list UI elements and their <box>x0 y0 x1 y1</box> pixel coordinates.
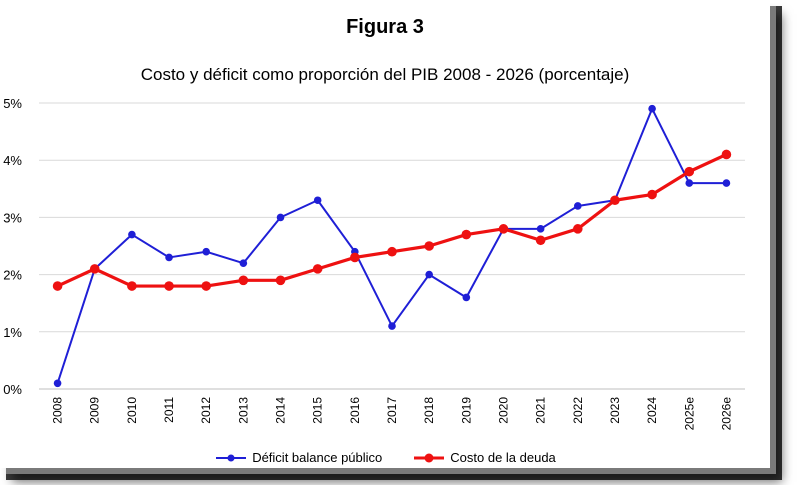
data-point <box>535 235 546 246</box>
line-chart: 0% 1% 2% 3% 4% 5% 2008 2009 2010 2011 2012 2013 2014… <box>3 96 745 431</box>
data-point <box>312 264 323 274</box>
frame-shadow-bottom <box>6 468 782 480</box>
x-tick-label: 2019 <box>459 397 473 424</box>
legend-label-deficit: Déficit balance público <box>252 450 383 465</box>
x-tick-label: 2022 <box>571 397 585 424</box>
x-tick-label: 2012 <box>199 397 213 424</box>
data-point <box>424 241 434 251</box>
data-point <box>462 293 471 302</box>
data-point <box>572 224 583 234</box>
data-point <box>276 213 285 222</box>
y-tick-label: 4% <box>3 153 22 168</box>
data-point <box>275 275 286 286</box>
x-tick-label: 2020 <box>496 397 510 424</box>
x-tick-label: 2016 <box>348 397 362 424</box>
data-point <box>313 196 322 205</box>
data-point <box>52 281 63 291</box>
data-point <box>239 259 248 267</box>
legend-item-deficit: Déficit balance público <box>214 450 382 465</box>
legend-item-costo: Costo de la deuda <box>412 450 556 465</box>
chart-title: Costo y déficit como proporción del PIB … <box>140 65 630 84</box>
x-tick-label: 2009 <box>88 397 102 424</box>
data-point <box>721 149 732 160</box>
x-tick-label: 2024 <box>645 397 659 424</box>
x-tick-label: 2008 <box>51 397 65 424</box>
x-tick-label: 2015 <box>311 397 325 424</box>
data-point <box>201 281 212 291</box>
y-tick-label: 1% <box>3 325 22 340</box>
x-tick-label: 2025e <box>682 397 696 431</box>
x-tick-label: 2017 <box>385 397 399 424</box>
data-point <box>388 322 396 330</box>
legend-swatch-costo <box>414 453 445 462</box>
data-point <box>461 229 472 240</box>
data-point <box>536 225 545 233</box>
data-point <box>425 270 433 279</box>
x-tick-label: 2011 <box>162 397 176 423</box>
x-tick-label: 2026e <box>719 397 733 431</box>
x-tick-label: 2023 <box>608 397 622 424</box>
legend-swatch-deficit <box>216 454 247 461</box>
data-point <box>685 179 694 187</box>
data-point <box>128 230 136 239</box>
y-tick-label: 2% <box>3 268 22 283</box>
y-tick-label: 3% <box>3 210 22 225</box>
legend: Déficit balance público Costo de la deud… <box>0 450 770 465</box>
figure-title: Figura 3 <box>346 16 424 38</box>
data-point <box>648 104 656 113</box>
x-tick-label: 2010 <box>125 397 139 424</box>
series-line <box>56 107 727 384</box>
x-tick-label: 2018 <box>422 397 436 424</box>
data-point <box>387 246 397 257</box>
data-point <box>165 253 173 262</box>
data-point <box>684 166 695 177</box>
data-point <box>89 264 100 274</box>
data-point <box>53 379 62 388</box>
data-point <box>164 281 174 291</box>
y-tick-label: 5% <box>3 96 22 111</box>
frame-shadow-right <box>768 6 782 476</box>
data-point <box>127 281 137 291</box>
data-point <box>238 275 249 286</box>
data-point <box>722 179 731 187</box>
legend-label-costo: Costo de la deuda <box>450 450 556 465</box>
data-point <box>350 252 360 263</box>
data-point <box>573 202 582 210</box>
data-point <box>202 247 211 256</box>
data-point <box>498 224 509 234</box>
data-point <box>647 189 657 200</box>
x-tick-label: 2014 <box>274 397 288 424</box>
y-tick-label: 0% <box>3 382 22 397</box>
x-tick-label: 2021 <box>534 397 548 424</box>
data-point <box>610 195 620 206</box>
x-tick-label: 2013 <box>236 397 250 424</box>
